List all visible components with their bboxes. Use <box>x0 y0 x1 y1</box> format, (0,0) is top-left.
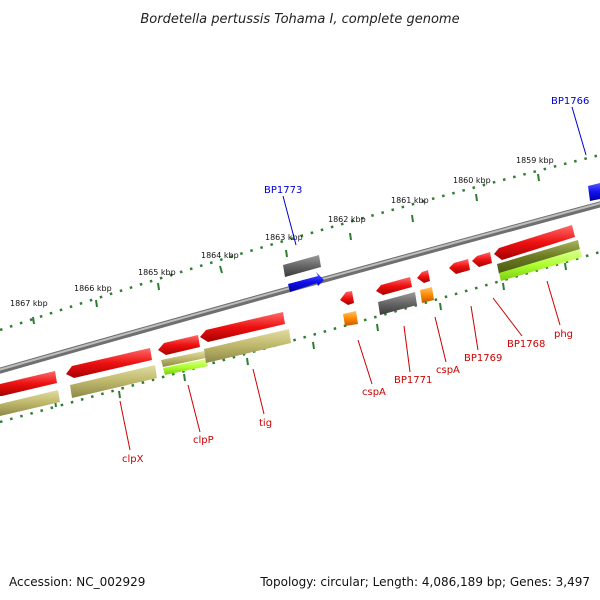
major-tick <box>439 302 442 311</box>
outer-tick-track <box>0 153 600 332</box>
forward-genes <box>283 183 600 292</box>
major-tick <box>349 232 352 241</box>
gene-label-cspA: cspA <box>362 387 386 398</box>
gene-BP1768[interactable] <box>472 252 492 267</box>
tick-label: 1860 kbp <box>453 176 491 185</box>
tick-label: 1864 kbp <box>201 251 239 260</box>
gene-label-BP1769: BP1769 <box>464 353 502 364</box>
gene-tig[interactable] <box>200 312 285 342</box>
leader-clpX <box>119 400 131 451</box>
gene-label-clpP: clpP <box>193 435 214 446</box>
gene-BP1773-gray[interactable] <box>283 255 321 277</box>
gene-phg-olive[interactable] <box>497 240 580 274</box>
tick-label: 1866 kbp <box>74 284 112 293</box>
gene-clpX-left[interactable] <box>0 371 57 396</box>
leader-BP1768 <box>492 297 523 337</box>
tick-label: 1861 kbp <box>391 196 429 205</box>
leader-cspA <box>357 339 373 385</box>
tick-label: 1865 kbp <box>138 268 176 277</box>
gene-clpP[interactable] <box>158 335 200 355</box>
gene-clpP-khaki[interactable] <box>161 351 206 367</box>
leader-lines <box>119 106 587 451</box>
topology-text: Topology: circular; Length: 4,086,189 bp… <box>259 575 590 589</box>
gene-label-phg: phg <box>554 329 573 340</box>
leader-BP1771 <box>403 325 411 373</box>
map-title: Bordetella pertussis Tohama I, complete … <box>140 12 459 27</box>
gene-clpP-lime[interactable] <box>163 359 208 375</box>
gene-label-BP1771: BP1771 <box>394 375 432 386</box>
gene-BP1771-gray[interactable] <box>378 292 417 315</box>
gene-label-clpX: clpX <box>122 454 144 465</box>
tick-label: 1862 kbp <box>328 215 366 224</box>
gene-BP1769[interactable] <box>449 259 470 274</box>
gene-phg-lime[interactable] <box>499 249 582 281</box>
gene-clpX-khaki[interactable] <box>70 365 157 398</box>
reverse-genes <box>0 225 582 416</box>
gene-BP1771-red[interactable] <box>376 277 412 295</box>
gene-cspA-orange[interactable] <box>343 311 358 326</box>
gene-label-BP1768: BP1768 <box>507 339 545 350</box>
gene-clpX[interactable] <box>66 348 152 378</box>
leader-tig <box>252 368 265 415</box>
accession-text: Accession: NC_002929 <box>9 575 145 589</box>
major-tick <box>219 265 223 274</box>
gene-phg[interactable] <box>494 225 575 260</box>
major-tick <box>157 282 160 291</box>
major-tick <box>285 249 288 258</box>
tick-label: 1867 kbp <box>10 299 48 308</box>
major-tick <box>118 390 121 399</box>
major-tick <box>376 323 379 332</box>
gene-label-tig: tig <box>259 418 272 429</box>
leader-cspA2 <box>434 316 447 363</box>
major-tick <box>537 173 540 182</box>
gene-label-BP1766: BP1766 <box>551 96 589 107</box>
major-tick <box>411 214 414 223</box>
leader-BP1769 <box>470 305 479 351</box>
outer-major-ticks <box>32 173 540 325</box>
major-tick <box>32 316 35 325</box>
gene-cspA2-red[interactable] <box>417 270 430 283</box>
gene-BP1773-blue[interactable] <box>288 272 324 292</box>
major-tick <box>564 262 567 271</box>
major-tick <box>502 282 505 291</box>
gene-label-BP1773: BP1773 <box>264 185 302 196</box>
major-tick <box>246 357 249 366</box>
leader-phg <box>546 280 561 326</box>
tick-label: 1863 kbp <box>265 233 303 242</box>
leader-BP1766 <box>571 106 587 156</box>
tick-label: 1859 kbp <box>516 156 554 165</box>
gene-cspA-red[interactable] <box>340 291 354 305</box>
major-tick <box>95 299 98 308</box>
gene-label-cspA-2: cspA <box>436 365 460 376</box>
major-tick <box>312 341 315 350</box>
gene-tig-khaki[interactable] <box>204 329 291 363</box>
major-tick <box>183 373 186 382</box>
gene-BP1766-blue[interactable] <box>588 183 600 201</box>
gene-cspA2-orange[interactable] <box>420 287 434 303</box>
gene-clpX-left-khaki[interactable] <box>0 390 60 416</box>
inner-major-ticks <box>54 262 567 408</box>
leader-BP1773 <box>282 195 297 246</box>
leader-clpP <box>187 384 201 433</box>
major-tick <box>475 193 478 202</box>
